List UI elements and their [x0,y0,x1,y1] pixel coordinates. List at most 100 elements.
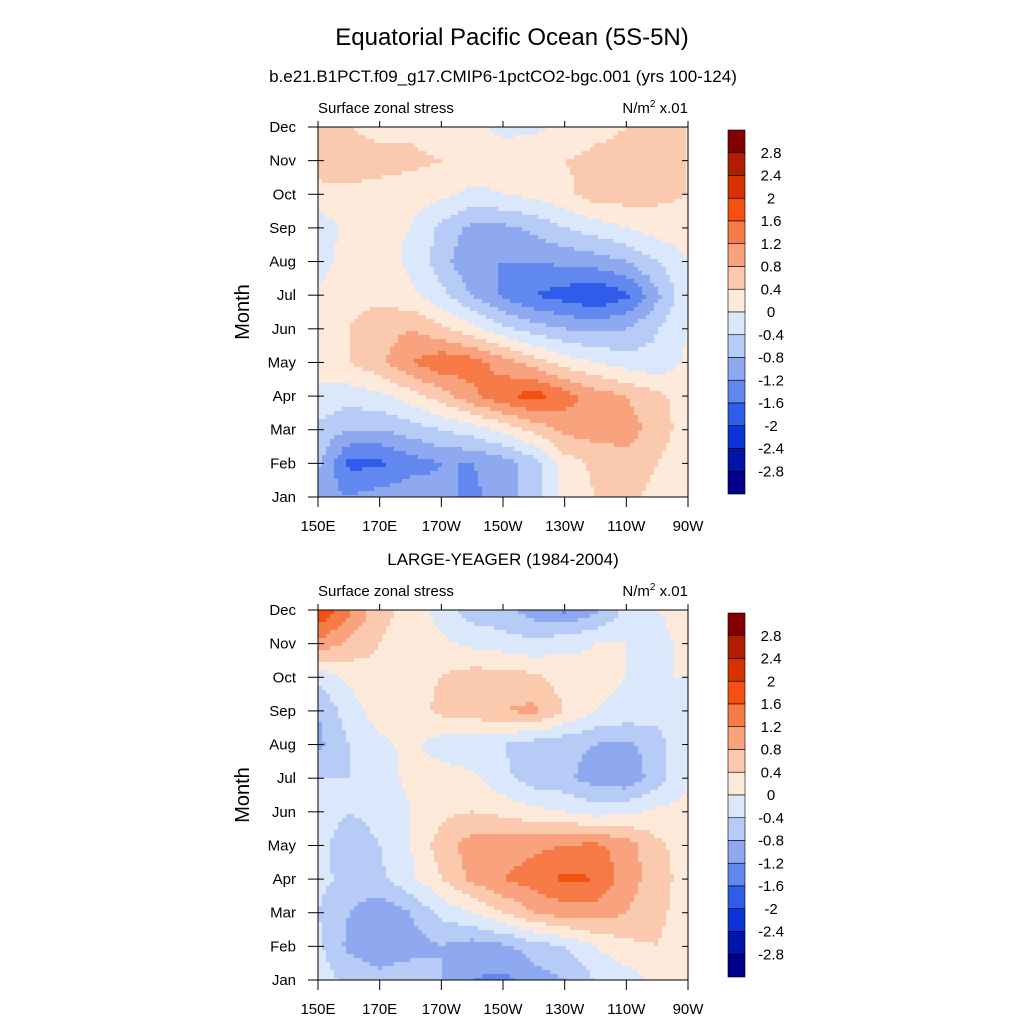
contour-cell [366,139,371,144]
contour-cell [566,199,571,204]
contour-cell [630,267,635,272]
contour-cell [550,203,555,208]
contour-cell [562,167,567,172]
contour-cell [530,315,535,320]
contour-cell [518,283,523,288]
contour-cell [618,311,623,316]
contour-cell [502,207,507,212]
contour-cell [366,175,371,180]
contour-cell [450,303,455,308]
contour-cell [506,235,511,240]
contour-cell [370,179,375,184]
contour-cell [358,315,363,320]
contour-cell [554,167,559,172]
contour-cell [618,243,623,248]
contour-cell [546,271,551,276]
contour-cell [406,159,411,164]
contour-cell [662,219,667,224]
contour-cell [382,195,387,200]
contour-cell [498,331,503,336]
contour-cell [574,231,579,236]
contour-cell [438,187,443,192]
contour-cell [402,143,407,148]
contour-cell [434,235,439,240]
contour-cell [382,239,387,244]
contour-cell [630,279,635,284]
contour-cell [594,275,599,280]
contour-cell [498,311,503,316]
contour-cell [602,315,607,320]
contour-cell [570,331,575,336]
contour-cell [638,159,643,164]
contour-cell [454,155,459,160]
contour-cell [478,167,483,172]
contour-cell [626,151,631,156]
contour-cell [426,255,431,260]
contour-cell [494,203,499,208]
contour-cell [342,183,347,188]
contour-cell [338,135,343,140]
contour-cell [422,251,427,256]
contour-cell [674,203,679,208]
contour-cell [582,127,587,132]
contour-cell [594,331,599,336]
contour-cell [622,159,627,164]
contour-cell [494,227,499,232]
contour-cell [498,131,503,136]
contour-cell [522,247,527,252]
contour-cell [570,147,575,152]
contour-cell [566,295,571,300]
contour-cell [438,155,443,160]
contour-cell [546,235,551,240]
contour-cell [466,247,471,252]
contour-cell [514,311,519,316]
contour-cell [426,271,431,276]
contour-cell [366,211,371,216]
contour-cell [342,159,347,164]
contour-cell [346,235,351,240]
contour-cell [334,211,339,216]
contour-cell [674,239,679,244]
contour-cell [642,331,647,336]
contour-cell [450,183,455,188]
contour-cell [630,243,635,248]
contour-cell [594,307,599,312]
contour-cell [330,267,335,272]
contour-cell [558,239,563,244]
contour-cell [554,267,559,272]
contour-cell [338,267,343,272]
contour-cell [678,215,683,220]
contour-cell [398,251,403,256]
contour-cell [686,219,688,224]
contour-cell [602,159,607,164]
contour-cell [358,211,363,216]
contour-cell [562,219,567,224]
contour-cell [318,191,323,196]
contour-cell [654,275,659,280]
contour-cell [402,319,407,324]
contour-cell [506,251,511,256]
contour-cell [334,127,339,132]
contour-cell [334,175,339,180]
contour-cell [350,323,355,328]
contour-cell [630,147,635,152]
contour-cell [590,215,595,220]
contour-cell [454,151,459,156]
contour-cell [542,131,547,136]
contour-cell [570,335,575,340]
contour-cell [450,271,455,276]
contour-cell [390,171,395,176]
contour-cell [606,219,611,224]
contour-cell [470,159,475,164]
contour-cell [614,323,619,328]
contour-cell [498,147,503,152]
contour-cell [342,127,347,132]
contour-cell [590,199,595,204]
contour-cell [446,263,451,268]
contour-cell [418,179,423,184]
contour-cell [650,223,655,228]
contour-cell [454,227,459,232]
contour-cell [478,215,483,220]
contour-cell [494,267,499,272]
contour-cell [358,303,363,308]
